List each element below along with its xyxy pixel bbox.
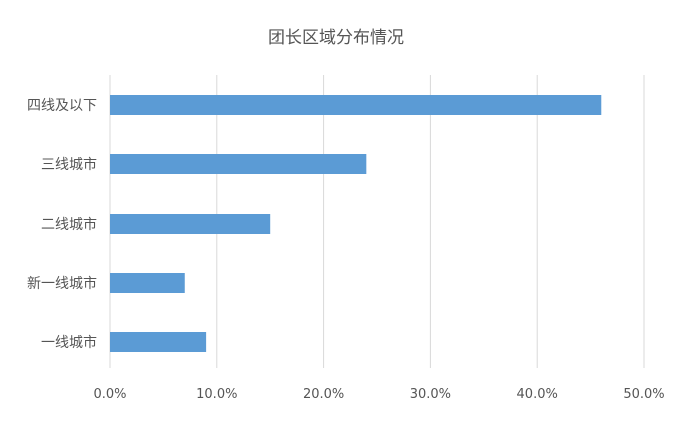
x-tick-label: 0.0% [93, 387, 126, 402]
category-label: 新一线城市 [27, 275, 97, 292]
bar [110, 214, 271, 234]
x-tick-label: 10.0% [196, 387, 237, 402]
grid-lines [109, 75, 645, 368]
bars [110, 95, 602, 352]
bar [110, 95, 602, 115]
category-label: 二线城市 [41, 216, 97, 233]
bar [110, 332, 207, 352]
category-label: 三线城市 [41, 156, 97, 173]
x-axis-tick-labels: 0.0% 10.0% 20.0% 30.0% 40.0% 50.0% [93, 387, 664, 402]
bar [110, 154, 367, 174]
bar [110, 273, 185, 293]
x-tick-label: 20.0% [303, 387, 344, 402]
category-label: 一线城市 [41, 334, 97, 351]
x-tick-label: 40.0% [517, 387, 558, 402]
x-tick-label: 30.0% [410, 387, 451, 402]
chart-title: 团长区域分布情况 [268, 28, 404, 48]
x-tick-label: 50.0% [623, 387, 664, 402]
category-label: 四线及以下 [27, 98, 97, 114]
